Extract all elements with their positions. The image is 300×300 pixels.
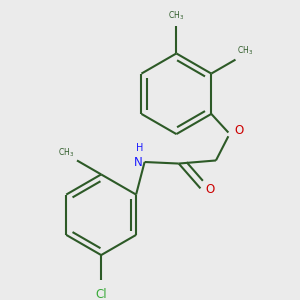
Text: O: O [205,183,214,196]
Text: N: N [134,155,143,169]
Text: CH$_3$: CH$_3$ [237,45,253,57]
Text: CH$_3$: CH$_3$ [58,146,74,159]
Text: CH$_3$: CH$_3$ [168,9,184,22]
Text: Cl: Cl [95,288,107,300]
Text: H: H [136,143,143,153]
Text: O: O [234,124,243,137]
